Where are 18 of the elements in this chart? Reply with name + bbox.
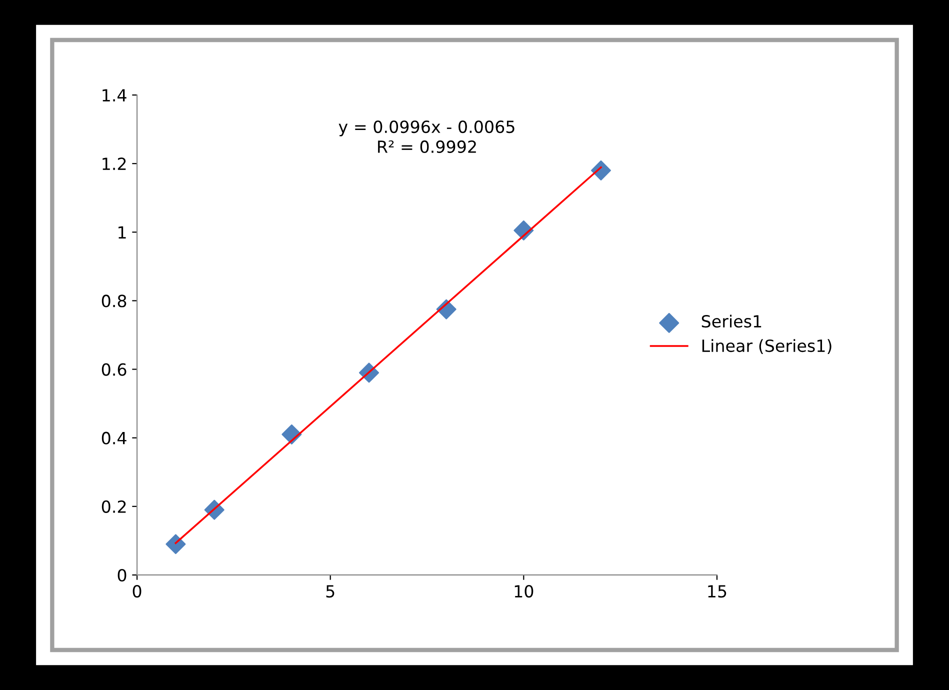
x-tick-label: 15 [708, 585, 726, 598]
y-tick-label: 1.4 [102, 89, 126, 102]
y-tick-label: 1 [118, 226, 126, 238]
annotation: y = 0.0996x - 0.0065 [338, 120, 514, 136]
y-tick-label: 0.6 [102, 363, 126, 376]
y-tick-label: 0 [118, 568, 126, 582]
y-tick-label: 0.4 [102, 432, 126, 444]
legend-label: Linear (Series1) [702, 339, 832, 354]
point [166, 534, 186, 554]
point [590, 160, 611, 180]
y-tick-label: 0.2 [102, 500, 126, 513]
x-tick-label: 10 [514, 584, 534, 598]
x-tick-label: 5 [326, 585, 334, 598]
annotation: R² = 0.9992 [378, 140, 476, 154]
legend-label: Series1 [702, 314, 762, 328]
y-tick-label: 0.8 [102, 294, 126, 308]
x-tick-label: 0 [132, 584, 142, 598]
y-tick-label: 1.2 [102, 158, 126, 170]
